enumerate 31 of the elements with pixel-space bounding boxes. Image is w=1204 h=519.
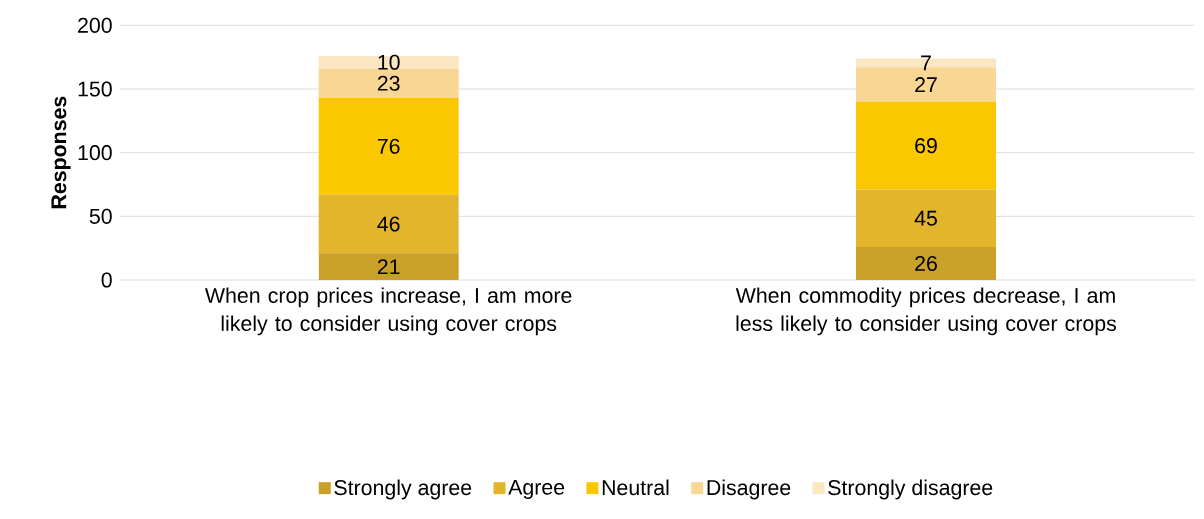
bar [856, 189, 996, 248]
data-label: 10 [378, 54, 400, 70]
legend-label: Strongly agree [334, 479, 472, 500]
data-label: 7 [921, 55, 931, 71]
data-label: 21 [377, 259, 400, 275]
data-label: 76 [377, 138, 400, 155]
bar [856, 101, 996, 190]
data-label: 23 [377, 75, 400, 91]
bar [318, 68, 459, 99]
y-tick-label: 150 [78, 81, 112, 97]
legend-label: Disagree [707, 479, 791, 500]
data-label: 26 [915, 256, 937, 272]
y-tick-label: 50 [89, 208, 112, 225]
bar [318, 98, 459, 195]
data-label: 69 [915, 138, 937, 154]
data-label: 27 [915, 77, 937, 93]
legend-label: Strongly disagree [828, 479, 993, 500]
bar [856, 247, 996, 281]
bar [318, 56, 459, 69]
x-tick-label: When commodity prices decrease, I am less likely to consider using cover crops [735, 287, 1117, 336]
legend-label: Agree [508, 480, 565, 500]
data-label: 45 [914, 210, 937, 226]
y-tick-label: 200 [78, 17, 112, 34]
data-label: 46 [377, 216, 400, 232]
bar [318, 253, 459, 281]
y-tick-label: 100 [78, 145, 112, 161]
legend-label: Neutral [602, 479, 669, 496]
y-tick-label: 0 [101, 272, 112, 288]
y-axis-title: Responses [51, 96, 71, 209]
bar [318, 194, 459, 254]
x-tick-label: When crop prices increase, I am more likely to consider using cover crops [205, 287, 572, 336]
